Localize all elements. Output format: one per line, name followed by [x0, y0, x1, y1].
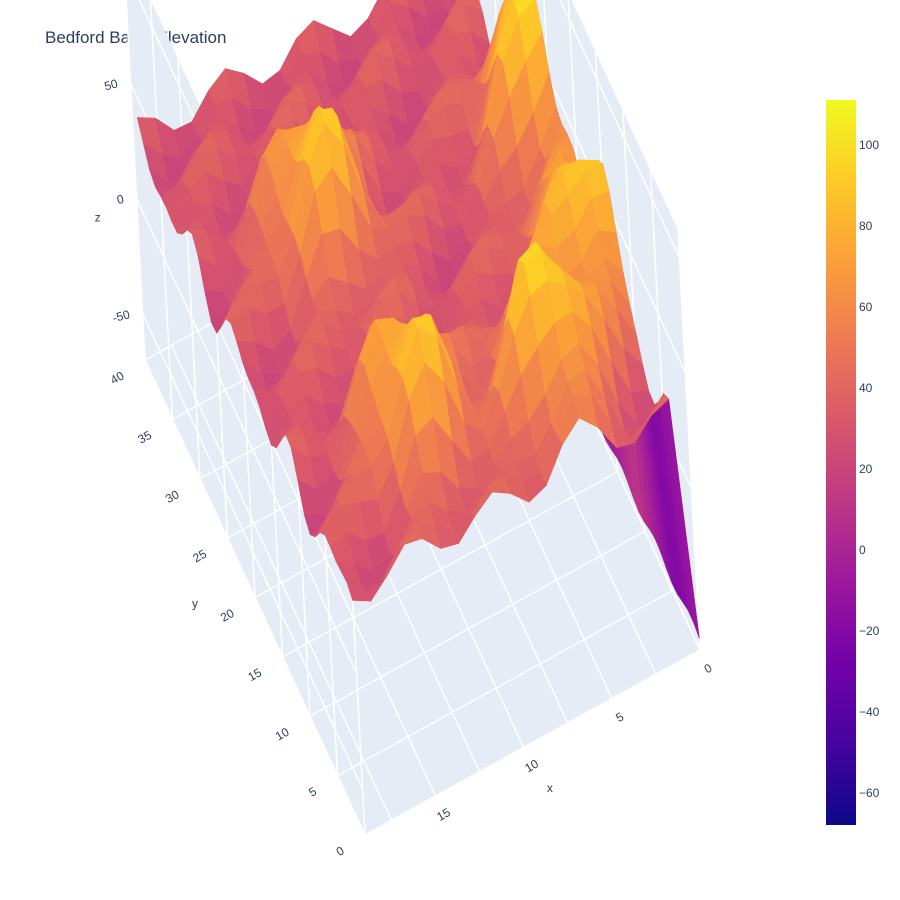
y-tick-label: 10 — [273, 725, 292, 744]
y-tick-label: 40 — [108, 368, 127, 387]
colorbar-tick-label: −40 — [859, 704, 880, 719]
grid-line — [559, 0, 681, 259]
grid-line — [144, 359, 366, 836]
y-tick-label: 25 — [190, 546, 209, 565]
colorbar-tick-label: 40 — [859, 380, 873, 395]
grid-line — [511, 0, 687, 374]
colorbar-tick-label: 60 — [859, 299, 873, 314]
colorbar-tick-label: 20 — [859, 461, 873, 476]
y-tick-label: 20 — [218, 606, 237, 625]
surface-patch — [441, 0, 450, 10]
x-tick-label: 0 — [702, 661, 715, 677]
colorbar-tick-label: −20 — [859, 623, 880, 638]
colorbar — [826, 100, 856, 825]
x-tick-label: 10 — [522, 756, 541, 775]
grid-line — [282, 471, 618, 658]
y-tick-label: 5 — [306, 784, 319, 800]
z-tick-label: 0 — [115, 192, 125, 207]
y-tick-label: 15 — [245, 665, 264, 684]
grid-line — [135, 198, 358, 674]
grid-line — [677, 229, 701, 651]
surface-patch — [346, 581, 372, 602]
grid-line — [309, 530, 646, 717]
y-tick-label: 35 — [135, 428, 154, 447]
colorbar-tick-label: 0 — [859, 542, 866, 557]
colorbar-tick-label: 80 — [859, 218, 873, 233]
z-tick-label: -50 — [111, 307, 132, 325]
z-axis-label: z — [95, 211, 101, 225]
y-axis-label: y — [192, 597, 198, 611]
grid-line — [364, 649, 701, 836]
colorbar-tick-label: −60 — [859, 785, 880, 800]
x-tick-label: 15 — [434, 805, 453, 824]
colorbar-tick-label: 100 — [859, 137, 880, 152]
x-tick-label: 5 — [613, 709, 626, 725]
y-tick-label: 30 — [163, 487, 182, 506]
grid-line — [141, 313, 364, 790]
grid-line — [337, 589, 673, 777]
grid-line — [125, 0, 146, 361]
x-axis-label: x — [547, 781, 553, 795]
grid-line — [149, 0, 174, 420]
y-tick-label: 0 — [334, 843, 347, 859]
surface-mesh — [136, 0, 700, 639]
z-tick-label: 50 — [103, 76, 120, 93]
